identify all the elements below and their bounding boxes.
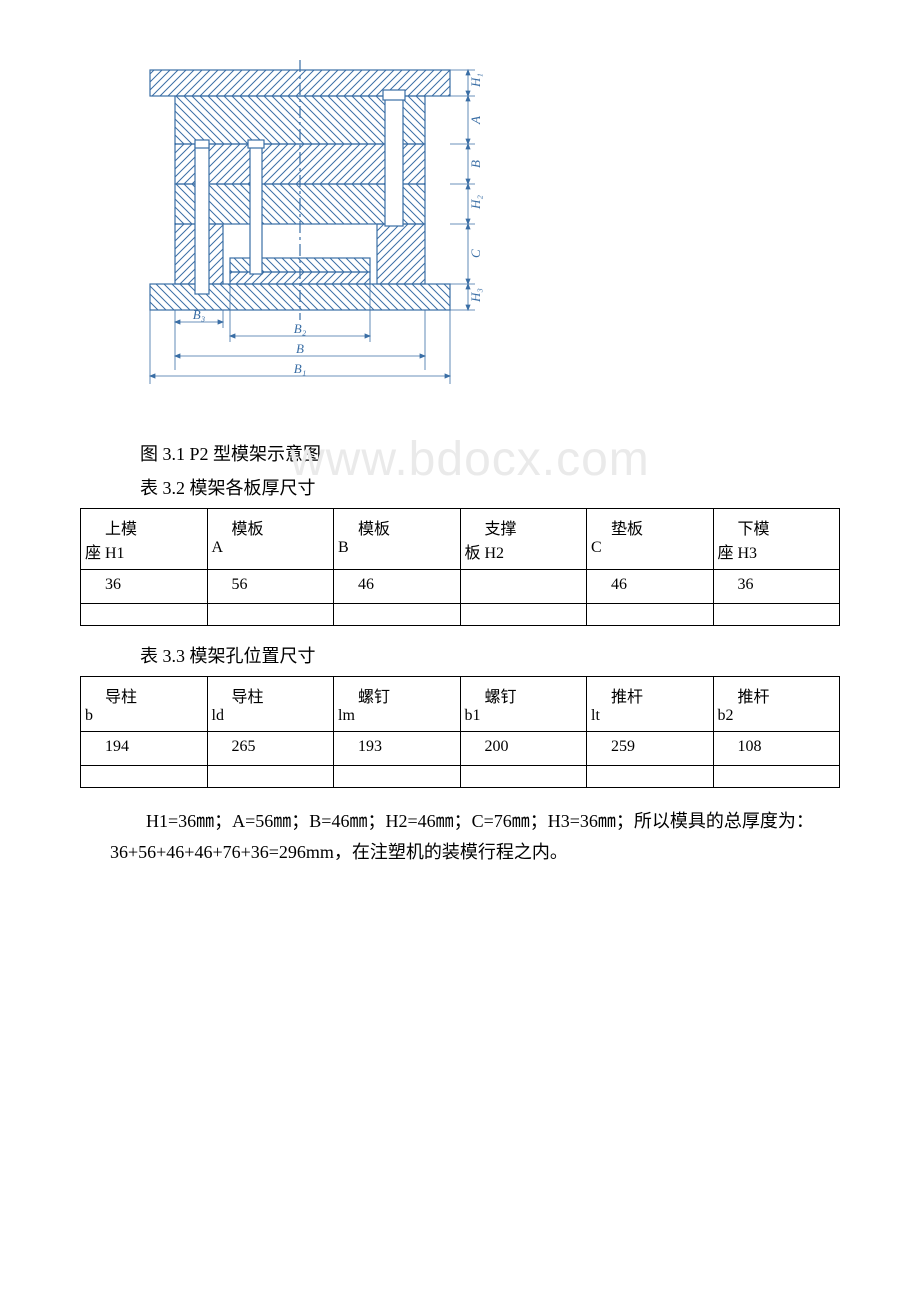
t2-h1: 导柱ld xyxy=(207,677,334,732)
t1-d3 xyxy=(460,570,587,604)
dim-b3: B₃ xyxy=(193,307,205,322)
dim-b1: B₁ xyxy=(294,361,306,376)
t2-h0: 导柱b xyxy=(81,677,208,732)
t1-d1: 56 xyxy=(207,570,334,604)
diagram-container: H₁ A B H₂ C H₃ B₃ B₂ B B₁ xyxy=(140,60,840,400)
table2-caption: 表 3.3 模架孔位置尺寸 xyxy=(140,642,840,668)
table2-empty-row xyxy=(81,766,840,788)
table1-caption: 表 3.2 模架各板厚尺寸 xyxy=(140,474,840,500)
t1-h2: 模板B xyxy=(334,509,461,570)
t2-d1: 265 xyxy=(207,732,334,766)
dim-h3: H₃ xyxy=(468,288,483,303)
dim-h2: H₂ xyxy=(468,195,483,210)
dim-h1: H₁ xyxy=(468,73,483,88)
dim-a: A xyxy=(468,116,483,125)
t1-d5: 36 xyxy=(713,570,840,604)
t2-h2: 螺钉lm xyxy=(334,677,461,732)
t1-h5: 下模座 H3 xyxy=(713,509,840,570)
figure-caption: 图 3.1 P2 型模架示意图 xyxy=(140,440,840,466)
table2-data-row: 194 265 193 200 259 108 xyxy=(81,732,840,766)
dim-b2: B₂ xyxy=(294,321,307,336)
t2-d2: 193 xyxy=(334,732,461,766)
t1-h4: 垫板C xyxy=(587,509,714,570)
t2-h5: 推杆b2 xyxy=(713,677,840,732)
t2-h4: 推杆lt xyxy=(587,677,714,732)
mold-diagram: H₁ A B H₂ C H₃ B₃ B₂ B B₁ xyxy=(140,60,520,400)
table1-empty-row xyxy=(81,604,840,626)
body-paragraph: H1=36㎜；A=56㎜；B=46㎜；H2=46㎜；C=76㎜；H3=36㎜；所… xyxy=(110,806,820,867)
table-hole-positions: 导柱b 导柱ld 螺钉lm 螺钉b1 推杆lt 推杆b2 194 265 193… xyxy=(80,676,840,788)
t1-h0: 上模座 H1 xyxy=(81,509,208,570)
t2-h3: 螺钉b1 xyxy=(460,677,587,732)
dim-bb: B xyxy=(296,341,304,356)
table1-header-row: 上模座 H1 模板A 模板B 支撑板 H2 垫板C 下模座 H3 xyxy=(81,509,840,570)
t1-d4: 46 xyxy=(587,570,714,604)
t1-d2: 46 xyxy=(334,570,461,604)
dim-b: B xyxy=(468,160,483,168)
table1-data-row: 36 56 46 46 36 xyxy=(81,570,840,604)
table2-header-row: 导柱b 导柱ld 螺钉lm 螺钉b1 推杆lt 推杆b2 xyxy=(81,677,840,732)
table-plate-thickness: 上模座 H1 模板A 模板B 支撑板 H2 垫板C 下模座 H3 36 56 4… xyxy=(80,508,840,626)
t1-h3: 支撑板 H2 xyxy=(460,509,587,570)
t2-d3: 200 xyxy=(460,732,587,766)
t2-d4: 259 xyxy=(587,732,714,766)
t1-d0: 36 xyxy=(81,570,208,604)
dim-c: C xyxy=(468,249,483,258)
t1-h1: 模板A xyxy=(207,509,334,570)
t2-d0: 194 xyxy=(81,732,208,766)
t2-d5: 108 xyxy=(713,732,840,766)
